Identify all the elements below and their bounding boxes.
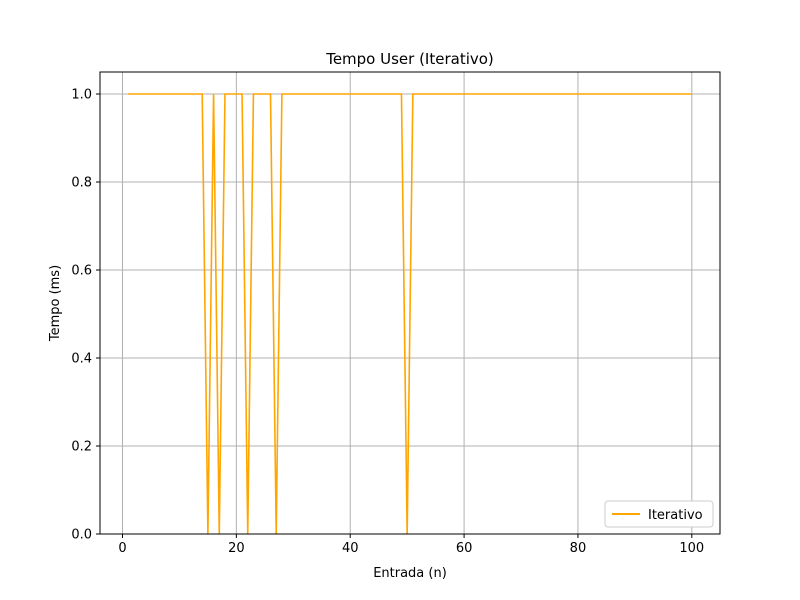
chart-title: Tempo User (Iterativo): [325, 50, 494, 68]
axis-ticks: 0 20 40 60 80 100 0.0 0.2 0.4 0.6 0.8 1.0: [71, 88, 704, 557]
x-tick-label: 20: [228, 541, 245, 556]
plot-frame: [99, 71, 721, 535]
x-tick-label: 0: [118, 541, 126, 556]
y-axis-label: Tempo (ms): [48, 265, 63, 342]
y-tick-label: 0.4: [71, 352, 92, 367]
x-tick-label: 80: [570, 541, 587, 556]
series-layer: [128, 93, 692, 535]
y-tick-label: 0.6: [71, 264, 92, 279]
legend-label-iterativo: Iterativo: [648, 508, 703, 523]
x-tick-label: 40: [342, 541, 359, 556]
x-tick-label: 60: [456, 541, 473, 556]
y-tick-label: 1.0: [71, 88, 92, 103]
series-line-iterativo: [128, 93, 692, 535]
y-tick-label: 0.0: [71, 528, 92, 543]
legend-box: [604, 500, 714, 528]
x-axis-label: Entrada (n): [373, 566, 447, 581]
legend: Iterativo: [604, 500, 714, 528]
y-tick-label: 0.8: [71, 176, 92, 191]
x-tick-label: 100: [679, 541, 704, 556]
y-tick-label: 0.2: [71, 440, 92, 455]
